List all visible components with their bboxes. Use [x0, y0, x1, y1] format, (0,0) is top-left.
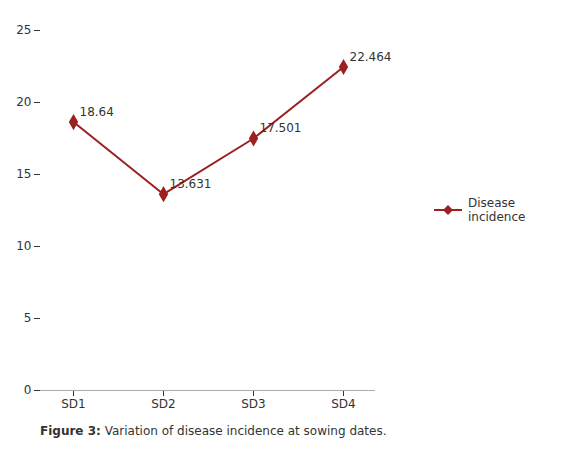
svg-text:18.64: 18.64: [80, 105, 114, 119]
html-text:Disease incidence: Disease incidence: [468, 195, 526, 224]
svg-text:15: 15: [16, 167, 31, 181]
svg-text:0: 0: [24, 383, 32, 397]
html-text:Figure 3: Variation of disease: Figure 3: Variation of disease incidence…: [40, 424, 387, 438]
svg-text:22.464: 22.464: [350, 50, 392, 64]
svg-text:5: 5: [24, 311, 32, 325]
svg-text:SD2: SD2: [151, 397, 176, 411]
svg-text:SD4: SD4: [331, 397, 356, 411]
svg-text:17.501: 17.501: [260, 121, 302, 135]
svg-text:25: 25: [16, 23, 31, 37]
svg-text:10: 10: [16, 239, 31, 253]
svg-text:SD3: SD3: [241, 397, 266, 411]
svg-text:13.631: 13.631: [170, 177, 212, 191]
svg-text:SD1: SD1: [61, 397, 86, 411]
svg-text:20: 20: [16, 95, 31, 109]
